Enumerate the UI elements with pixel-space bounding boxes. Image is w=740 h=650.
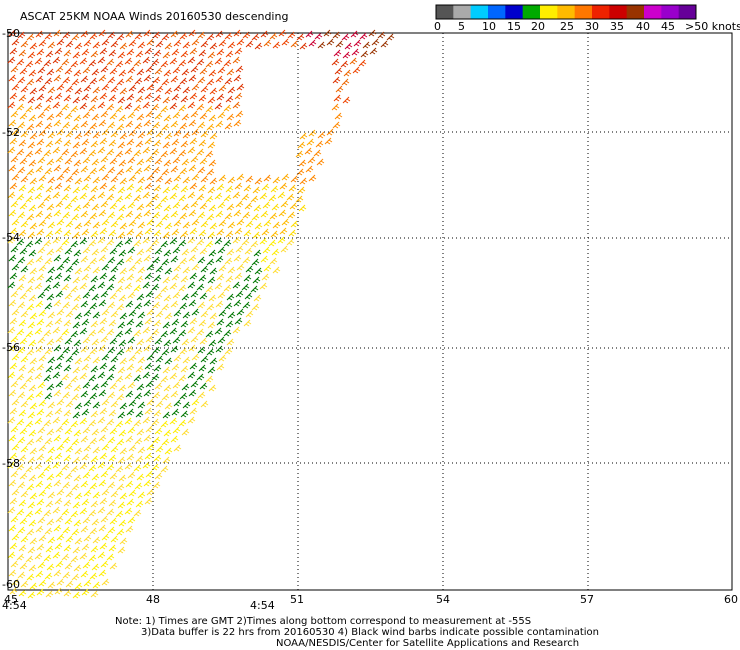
- wind-barb-swath: [7, 29, 395, 599]
- legend-label-5: 5: [458, 20, 465, 33]
- legend-tick-labels: 0 5 10 15 20 25 30 35 40 45 >50 knots: [434, 20, 740, 33]
- legend-label-25: 25: [560, 20, 574, 33]
- lon-label-57: 57: [580, 593, 594, 606]
- legend-label-0: 0: [434, 20, 441, 33]
- lat-label-58: -58: [2, 457, 20, 470]
- lat-lon-grid: [7, 32, 733, 591]
- legend-label-10: 10: [482, 20, 496, 33]
- legend-label-20: 20: [531, 20, 545, 33]
- wind-speed-legend: [435, 4, 697, 20]
- longitude-labels: 45 48 51 54 57 60: [4, 593, 738, 606]
- legend-label-45: 45: [661, 20, 675, 33]
- legend-label-35: 35: [610, 20, 624, 33]
- legend-label-40: 40: [636, 20, 650, 33]
- legend-label-30: 30: [585, 20, 599, 33]
- legend-label-50: >50 knots: [685, 20, 740, 33]
- lon-label-48: 48: [146, 593, 160, 606]
- lat-label-54: -54: [2, 231, 20, 244]
- lon-label-45: 45: [4, 593, 18, 606]
- time-label-west: 4:54: [2, 599, 27, 612]
- lon-label-51: 51: [290, 593, 304, 606]
- lat-label-52: -52: [2, 126, 20, 139]
- note-line-1: Note: 1) Times are GMT 2)Times along bot…: [115, 616, 532, 627]
- map-frame: [7, 32, 733, 591]
- lat-label-56: -56: [2, 341, 20, 354]
- legend-label-15: 15: [507, 20, 521, 33]
- lon-label-60: 60: [724, 593, 738, 606]
- latitude-labels: -50 -52 -54 -56 -58 -60: [2, 27, 20, 591]
- map-title: ASCAT 25KM NOAA Winds 20160530 descendin…: [20, 10, 288, 23]
- time-label-east: 4:54: [250, 599, 275, 612]
- lon-label-54: 54: [436, 593, 450, 606]
- lat-label-50: -50: [2, 27, 20, 40]
- note-line-3: NOAA/NESDIS/Center for Satellite Applica…: [276, 638, 580, 649]
- lat-label-60: -60: [2, 578, 20, 591]
- note-line-2: 3)Data buffer is 22 hrs from 20160530 4)…: [141, 627, 599, 638]
